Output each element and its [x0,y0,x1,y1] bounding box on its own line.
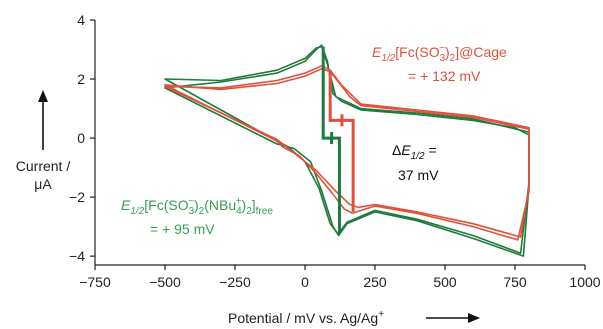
x-axis-label: Potential / mV vs. Ag/Ag+ [228,309,480,326]
ann-free-sub2: 3 [189,206,195,217]
x-tick-label: 1000 [569,274,600,290]
annotation-cage: E1/2[Fc(SO3−)2]@Cage = + 132 mV [372,43,507,84]
annotation-delta-value: 37 mV [398,167,439,183]
series-line-cage-3 [164,65,530,238]
axes: 420−2−4−750 −500 −250 0 250 500 750 1000 [69,12,601,290]
ann-free-mid5: ] [252,197,256,213]
x-tick-label: 0 [301,274,309,290]
y-axis-arrow-head [38,90,48,102]
ann-free-e: E [121,197,131,213]
y-tick-label: 4 [77,12,85,28]
x-axis-label-sup: + [378,309,384,320]
ann-free-sup4: + [236,196,242,207]
annotation-free-formula: E1/2[Fc(SO3−)2(NBu4+)2]free [121,196,273,217]
x-tick-label: −750 [79,274,111,290]
ann-cage-sub1: 1/2 [381,53,395,64]
ann-cage-sub3: 2 [450,53,456,64]
annotation-delta: ΔE1/2 = 37 mV [392,142,439,183]
x-tick-label: 750 [503,274,527,290]
x-tick-label: −250 [219,274,251,290]
ann-cage-e: E [372,44,382,60]
ann-cage-mid1: [Fc(SO [395,44,439,60]
ann-free-sub1: 1/2 [130,206,144,217]
ann-free-sub4: 4 [236,206,242,217]
y-tick-label: 2 [77,71,85,87]
annotation-cage-value: = + 132 mV [408,68,481,84]
series-line-cage-2 [164,67,530,241]
x-axis-arrow-head [468,313,480,323]
y-axis-label: Current / μA [16,90,71,192]
y-axis-label-line1: Current / [16,158,71,174]
y-tick-label: 0 [77,130,85,146]
ann-free-sup2: − [188,196,194,207]
ann-cage-sub2: 3 [440,53,446,64]
annotation-free: E1/2[Fc(SO3−)2(NBu4+)2]free = + 95 mV [121,196,273,237]
x-tick-label: 250 [363,274,387,290]
ann-free-sub5: 2 [246,206,252,217]
annotation-free-value: = + 95 mV [150,221,215,237]
annotation-cage-formula: E1/2[Fc(SO3−)2]@Cage [372,43,507,64]
annotation-delta-formula: ΔE1/2 = [392,142,437,162]
ann-delta-sub: 1/2 [411,151,425,162]
ann-cage-tail: ]@Cage [455,44,507,60]
ann-delta-suffix: = [425,142,437,158]
ann-cage-mid2: ) [445,44,450,60]
x-tick-label: −500 [149,274,181,290]
ann-cage-sup2: − [439,43,445,54]
y-tick-label: −4 [69,248,85,264]
ann-free-sub6: free [256,206,274,217]
x-axis-label-text: Potential / mV vs. Ag/Ag+ [228,309,384,326]
ann-free-mid3: (NBu [204,197,236,213]
ann-free-mid4: ) [242,197,247,213]
x-axis-label-main: Potential / mV vs. Ag/Ag [228,310,378,326]
ann-free-mid2: ) [194,197,199,213]
peak-markers [321,46,355,235]
ann-free-sub3: 2 [199,206,205,217]
ann-free-mid1: [Fc(SO [144,197,188,213]
ann-delta-e: E [401,142,411,158]
y-tick-label: −2 [69,189,85,205]
ann-delta-prefix: Δ [392,142,401,158]
y-axis-label-line2: μA [34,176,52,192]
x-tick-label: 500 [433,274,457,290]
